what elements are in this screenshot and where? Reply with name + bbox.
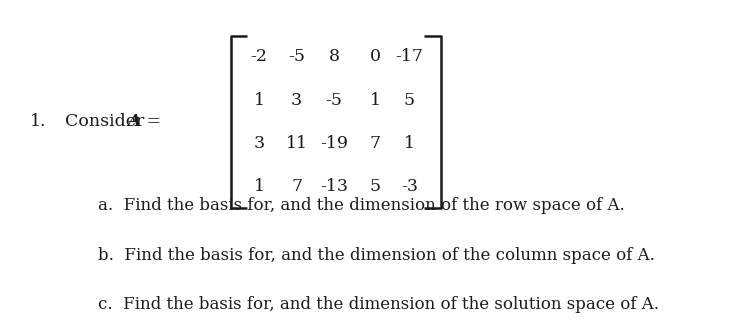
Text: b.  Find the basis for, and the dimension of the column space of A.: b. Find the basis for, and the dimension… — [98, 247, 655, 264]
Text: -3: -3 — [401, 178, 418, 195]
Text: 3: 3 — [291, 92, 302, 109]
Text: -2: -2 — [251, 48, 267, 65]
Text: Consider: Consider — [54, 114, 150, 130]
Text: 1: 1 — [404, 135, 415, 152]
Text: =: = — [141, 114, 161, 130]
Text: 1: 1 — [370, 92, 381, 109]
Text: 5: 5 — [404, 92, 415, 109]
Text: 11: 11 — [285, 135, 308, 152]
Text: 7: 7 — [370, 135, 381, 152]
Text: -5: -5 — [288, 48, 305, 65]
Text: 5: 5 — [370, 178, 381, 195]
Text: 7: 7 — [291, 178, 302, 195]
Text: -5: -5 — [326, 92, 342, 109]
Text: a.  Find the basis for, and the dimension of the row space of A.: a. Find the basis for, and the dimension… — [98, 197, 624, 214]
Text: 1.: 1. — [30, 114, 47, 130]
Text: c.  Find the basis for, and the dimension of the solution space of A.: c. Find the basis for, and the dimension… — [98, 297, 659, 313]
Text: -17: -17 — [395, 48, 424, 65]
Text: 8: 8 — [329, 48, 339, 65]
Text: 3: 3 — [254, 135, 264, 152]
Text: -19: -19 — [320, 135, 348, 152]
Text: 1: 1 — [254, 92, 264, 109]
Text: 0: 0 — [370, 48, 381, 65]
Text: A: A — [128, 114, 141, 130]
Text: 1: 1 — [254, 178, 264, 195]
Text: -13: -13 — [320, 178, 348, 195]
